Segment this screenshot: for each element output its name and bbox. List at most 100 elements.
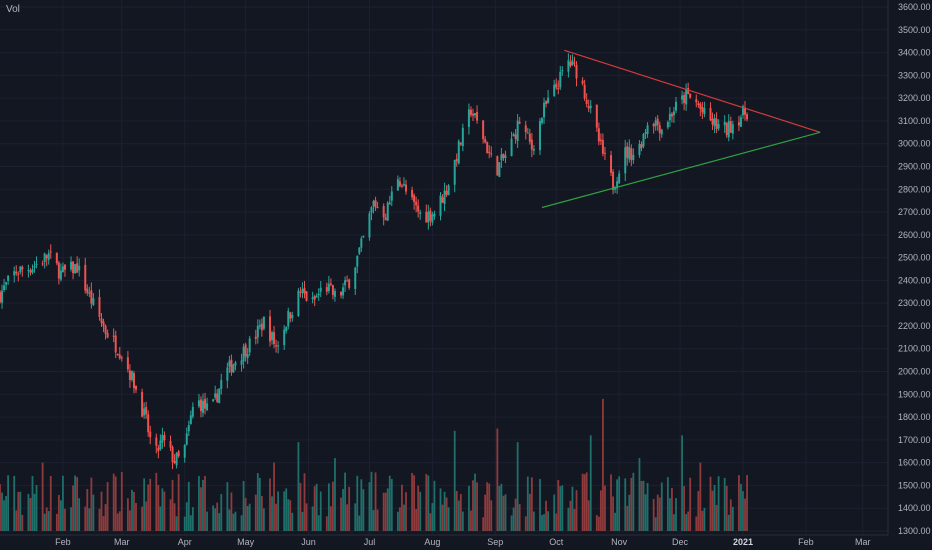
volume-bar (271, 496, 273, 531)
volume-bar (711, 490, 714, 531)
price-tick-label: 1400.00 (898, 503, 931, 513)
candle-body (589, 105, 592, 109)
volume-bar (226, 482, 229, 531)
candle-body (547, 97, 550, 104)
candle-body (443, 190, 446, 205)
candle-body (262, 316, 265, 329)
candle-body (189, 415, 192, 424)
volume-bar (512, 507, 515, 531)
volume-bar (216, 502, 219, 531)
candle-body (632, 154, 635, 160)
volume-bar (518, 504, 521, 531)
volume-bar (269, 478, 271, 531)
volume-bar (358, 515, 361, 531)
candle-body (29, 270, 32, 273)
candle-body (248, 338, 251, 353)
volume-bar (273, 462, 275, 531)
volume-bar (468, 485, 470, 531)
volume-bar (189, 515, 192, 531)
volume-bar (171, 479, 174, 531)
candle-body (431, 214, 434, 223)
candle-body (141, 391, 144, 417)
volume-bar (443, 491, 446, 531)
volume-bar (212, 505, 215, 531)
candle-body (685, 89, 688, 105)
candle-body (681, 95, 684, 100)
volume-bar (112, 473, 115, 531)
candle-body (457, 141, 460, 164)
trend-lines[interactable] (541, 49, 821, 209)
volume-bar (524, 516, 527, 531)
price-tick-label: 2800.00 (898, 184, 931, 194)
volume-bar (646, 482, 649, 531)
volume-bar (332, 481, 334, 531)
candle-body (453, 159, 456, 185)
candle-body (498, 162, 501, 177)
candle-body (17, 273, 20, 275)
volume-bar (17, 491, 20, 531)
volume-bar (354, 503, 357, 531)
volume-bar (530, 477, 533, 531)
candle-body (287, 310, 290, 327)
candle-body (587, 106, 590, 109)
candle-body (697, 103, 700, 105)
volume-bar (589, 435, 592, 531)
candle-body (541, 118, 544, 123)
time-axis[interactable]: Feb Mar Apr May Jun Jul Aug Sep Oct Nov Dec 2021 Feb… (55, 537, 870, 547)
candle-body (538, 121, 541, 151)
candle-body (254, 336, 257, 340)
volume-bar (362, 489, 365, 531)
candle-body (344, 280, 347, 286)
volume-bar (256, 473, 259, 531)
volume-legend-label: Vol (6, 4, 20, 15)
candle-body (429, 210, 432, 221)
volume-bar (470, 510, 472, 531)
volume-bar (612, 496, 614, 531)
volume-bar (283, 491, 286, 531)
candle-body (601, 140, 604, 154)
time-tick-label: Jun (301, 537, 316, 547)
price-tick-label: 2300.00 (898, 298, 931, 308)
price-tick-label: 3600.00 (898, 2, 931, 12)
volume-bar (614, 512, 616, 531)
volume-bar (640, 480, 643, 531)
candle-body (624, 147, 627, 174)
candlestick-series[interactable] (0, 53, 749, 470)
volume-bar (315, 483, 318, 531)
candle-body (204, 399, 207, 409)
candle-body (240, 360, 243, 365)
candle-body (518, 122, 521, 124)
volume-bar (632, 472, 635, 531)
volume-bar (709, 476, 712, 531)
candle-body (689, 93, 692, 98)
volume-bar (445, 497, 448, 531)
candle-body (362, 235, 365, 238)
candle-body (268, 316, 271, 342)
resistance-trend-line[interactable] (564, 49, 821, 133)
volume-bar (191, 507, 194, 531)
volume-bar (595, 515, 598, 531)
volume-bar (0, 484, 1, 531)
volume-bar (218, 513, 221, 531)
candle-body (116, 353, 119, 355)
volume-bar (433, 480, 436, 531)
candle-body (226, 367, 229, 381)
volume-bar (242, 481, 245, 531)
candle-body (396, 179, 399, 191)
volume-bar (405, 492, 407, 531)
volume-bar (244, 497, 247, 531)
candle-body (163, 434, 166, 440)
price-tick-label: 1500.00 (898, 480, 931, 490)
volume-bar (541, 515, 543, 531)
price-tick-label: 2600.00 (898, 230, 931, 240)
volume-bar (490, 500, 493, 531)
volume-bar (21, 514, 24, 531)
volume-bar (303, 473, 306, 531)
candle-body (63, 264, 66, 270)
support-trend-line[interactable] (541, 131, 821, 209)
price-axis[interactable]: 3600.00 3500.00 3400.00 3300.00 3200.00 3100.… (898, 2, 931, 536)
candle-body (114, 335, 117, 353)
volume-bar (516, 442, 519, 531)
candle-body (128, 370, 131, 381)
